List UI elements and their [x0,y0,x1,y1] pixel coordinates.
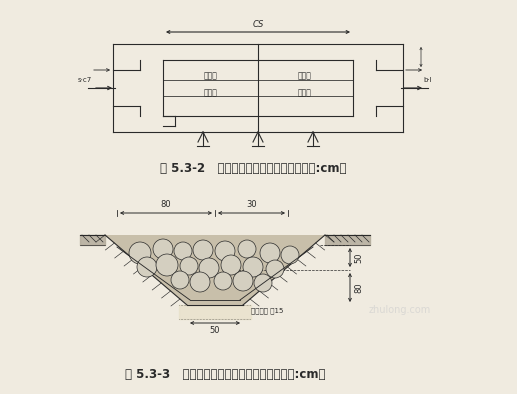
Text: 图 5.3-3   干砖石排水沟典型设计断面图（单位:cm）: 图 5.3-3 干砖石排水沟典型设计断面图（单位:cm） [125,368,325,381]
Circle shape [180,257,198,275]
Text: 50: 50 [210,326,220,335]
Text: 80: 80 [354,282,363,293]
Text: 砂砾垫层 厚15: 砂砾垫层 厚15 [251,308,283,314]
Circle shape [233,271,253,291]
Circle shape [199,258,219,278]
Circle shape [221,255,241,275]
Circle shape [190,272,210,292]
Circle shape [153,239,173,259]
Circle shape [174,242,192,260]
Circle shape [254,274,272,292]
Text: 50: 50 [354,252,363,263]
Circle shape [281,246,299,264]
Text: 拦污栅: 拦污栅 [298,71,312,80]
Circle shape [266,260,284,278]
Circle shape [243,257,263,277]
Text: 图 5.3-2   干砖石沉砂池平面设计图（单位:cm）: 图 5.3-2 干砖石沉砂池平面设计图（单位:cm） [160,162,346,175]
Circle shape [260,243,280,263]
Circle shape [156,254,178,276]
Circle shape [171,271,189,289]
Circle shape [137,257,157,277]
Circle shape [238,240,256,258]
Text: CS: CS [252,20,264,29]
Text: s·c7: s·c7 [78,77,92,83]
Circle shape [214,272,232,290]
Circle shape [215,241,235,261]
Text: 沉砂池: 沉砂池 [204,71,218,80]
Text: zhulong.com: zhulong.com [369,305,431,315]
Text: 沉砂地: 沉砂地 [204,89,218,97]
Circle shape [129,242,151,264]
Text: 沙砾地: 沙砾地 [298,89,312,97]
Text: 30: 30 [246,200,257,209]
Text: b·l: b·l [424,77,432,83]
Text: 80: 80 [161,200,171,209]
Circle shape [193,240,213,260]
Polygon shape [105,235,325,305]
